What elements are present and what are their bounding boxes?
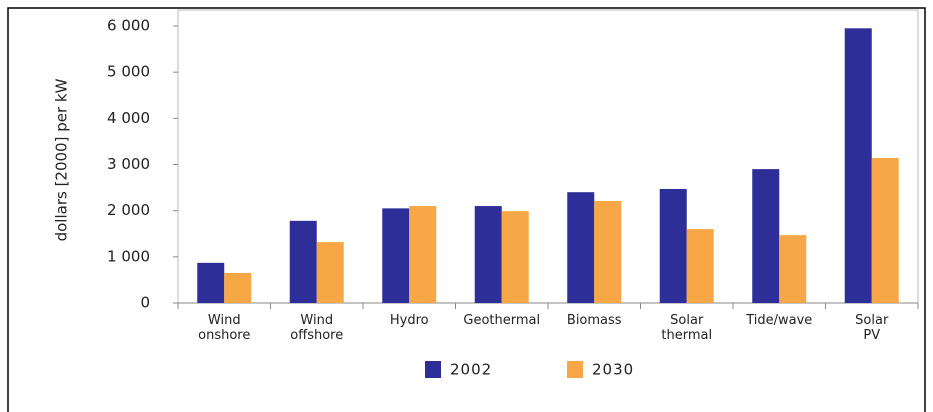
bar	[382, 208, 410, 303]
bar	[752, 169, 780, 303]
y-tick-label: 0	[140, 294, 150, 312]
y-tick-label: 6 000	[107, 17, 150, 35]
bar	[474, 206, 502, 303]
legend-swatch	[567, 361, 583, 378]
plot-frame	[177, 9, 919, 304]
bar	[871, 158, 899, 303]
x-tick-label: Geothermal	[463, 313, 541, 328]
y-tick-label: 1 000	[107, 247, 150, 265]
y-axis-label: dollars [2000] per kW	[53, 78, 71, 241]
y-tick-label: 2 000	[107, 201, 150, 219]
y-tick-label: 3 000	[107, 155, 150, 173]
bar	[409, 206, 437, 303]
legend-label: 2002	[450, 361, 492, 379]
bar	[197, 262, 225, 303]
x-tick-label: Solar thermal	[661, 313, 713, 343]
y-tick-label: 4 000	[107, 109, 150, 127]
bar	[686, 229, 714, 303]
x-tick-label: Solar PV	[855, 313, 889, 343]
bar	[501, 211, 529, 303]
x-tick-label: Wind onshore	[198, 313, 251, 343]
bar	[224, 272, 252, 303]
legend-label: 2030	[592, 361, 634, 379]
x-tick-label: Biomass	[566, 313, 622, 328]
bar	[844, 28, 872, 304]
x-tick-label: Tide/wave	[746, 313, 813, 328]
bar	[316, 242, 344, 303]
bar	[567, 192, 595, 303]
y-tick-label: 5 000	[107, 63, 150, 81]
frame	[7, 7, 926, 412]
bar	[594, 200, 622, 303]
bar	[659, 188, 687, 303]
x-tick-label: Wind offshore	[290, 313, 344, 343]
x-tick-label: Hydro	[389, 313, 429, 328]
bar	[779, 235, 807, 303]
legend-swatch	[425, 361, 441, 378]
bar	[289, 220, 317, 303]
